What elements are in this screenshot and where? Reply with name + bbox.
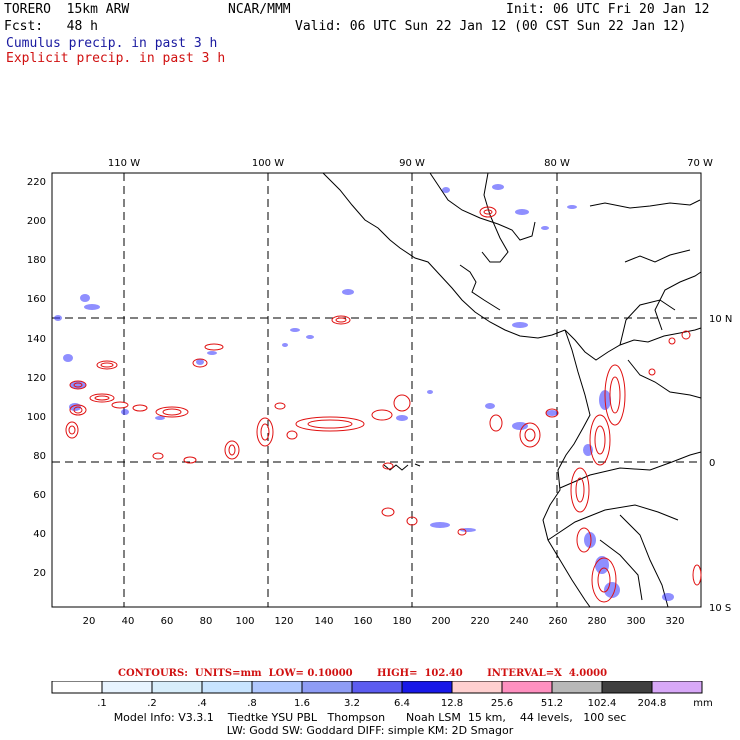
map-frame xyxy=(51,172,702,608)
scale-box xyxy=(551,681,603,694)
scale-box xyxy=(301,681,353,694)
y-ticks: 220 200 180 160 140 120 100 80 60 40 20 xyxy=(27,177,46,579)
scale-unit: mm xyxy=(693,698,713,709)
scale-box xyxy=(451,681,503,694)
scale-label: .2 xyxy=(147,698,157,709)
y-tick: 20 xyxy=(33,568,46,579)
scale-label: 25.6 xyxy=(490,698,514,709)
x-tick: 260 xyxy=(548,616,567,627)
cumulus-precip xyxy=(54,184,674,601)
scale-box xyxy=(601,681,653,694)
lon-label: 70 W xyxy=(687,158,713,169)
lon-label: 100 W xyxy=(252,158,284,169)
scale-label: 6.4 xyxy=(394,698,410,709)
scale-label: 102.4 xyxy=(587,698,617,709)
x-tick: 80 xyxy=(200,616,213,627)
x-tick: 200 xyxy=(431,616,450,627)
x-ticks: 20 40 60 80 100 120 140 160 180 200 220 … xyxy=(83,616,685,627)
y-tick: 100 xyxy=(27,412,46,423)
scale-label: .4 xyxy=(197,698,207,709)
x-tick: 140 xyxy=(314,616,333,627)
x-tick: 20 xyxy=(83,616,96,627)
contours-info: CONTOURS: UNITS=mm LOW= 0.10000 HIGH= 10… xyxy=(118,668,608,679)
lon-label: 90 W xyxy=(399,158,425,169)
x-tick: 40 xyxy=(122,616,135,627)
scale-label: 12.8 xyxy=(440,698,464,709)
x-tick: 280 xyxy=(587,616,606,627)
scale-label: 3.2 xyxy=(344,698,360,709)
x-tick: 240 xyxy=(509,616,528,627)
model-info: Model Info: V3.3.1 Tiedtke YSU PBL Thomp… xyxy=(113,711,627,724)
scale-label: 204.8 xyxy=(637,698,667,709)
scale-box xyxy=(51,681,103,694)
coastlines xyxy=(322,172,702,608)
y-tick: 180 xyxy=(27,255,46,266)
explicit-precip xyxy=(65,206,702,603)
y-tick: 220 xyxy=(27,177,46,188)
x-tick: 100 xyxy=(235,616,254,627)
lat-labels: 10 N 0 10 S xyxy=(709,314,732,614)
organization: NCAR/MMM xyxy=(228,2,291,17)
lat-label: 0 xyxy=(709,458,715,469)
x-tick: 220 xyxy=(470,616,489,627)
y-tick: 80 xyxy=(33,451,46,462)
scale-box xyxy=(251,681,303,694)
init-time: Init: 06 UTC Fri 20 Jan 12 xyxy=(506,2,710,17)
y-tick: 60 xyxy=(33,490,46,501)
x-tick: 60 xyxy=(161,616,174,627)
valid-time: Valid: 06 UTC Sun 22 Jan 12 (00 CST Sun … xyxy=(295,19,687,34)
scale-label: 51.2 xyxy=(540,698,564,709)
x-tick: 120 xyxy=(274,616,293,627)
physics-info: LW: Godd SW: Goddard DIFF: simple KM: 2D… xyxy=(226,724,514,737)
y-tick: 160 xyxy=(27,294,46,305)
lat-lon-grid xyxy=(52,173,701,607)
y-tick: 40 xyxy=(33,529,46,540)
scale-label: .8 xyxy=(247,698,257,709)
scale-box xyxy=(101,681,153,694)
x-tick: 160 xyxy=(353,616,372,627)
legend-explicit: Explicit precip. in past 3 h xyxy=(6,51,226,66)
scale-box xyxy=(651,681,703,694)
legend-cumulus: Cumulus precip. in past 3 h xyxy=(6,36,218,51)
lon-label: 110 W xyxy=(108,158,140,169)
scale-label: 1.6 xyxy=(294,698,310,709)
scale-box xyxy=(501,681,553,694)
scale-box xyxy=(401,681,453,694)
forecast-hour: Fcst: 48 h xyxy=(4,19,98,34)
y-tick: 120 xyxy=(27,373,46,384)
lat-label: 10 N xyxy=(709,314,732,325)
lon-labels: 110 W 100 W 90 W 80 W 70 W xyxy=(108,158,713,169)
color-scale xyxy=(51,681,703,694)
x-tick: 180 xyxy=(392,616,411,627)
scale-box xyxy=(151,681,203,694)
x-tick: 320 xyxy=(665,616,684,627)
scale-label: .1 xyxy=(97,698,107,709)
lat-label: 10 S xyxy=(709,603,731,614)
y-tick: 140 xyxy=(27,334,46,345)
x-tick: 300 xyxy=(626,616,645,627)
scale-box xyxy=(201,681,253,694)
model-name: TORERO 15km ARW xyxy=(4,2,130,17)
scale-box xyxy=(351,681,403,694)
y-tick: 200 xyxy=(27,216,46,227)
lon-label: 80 W xyxy=(544,158,570,169)
